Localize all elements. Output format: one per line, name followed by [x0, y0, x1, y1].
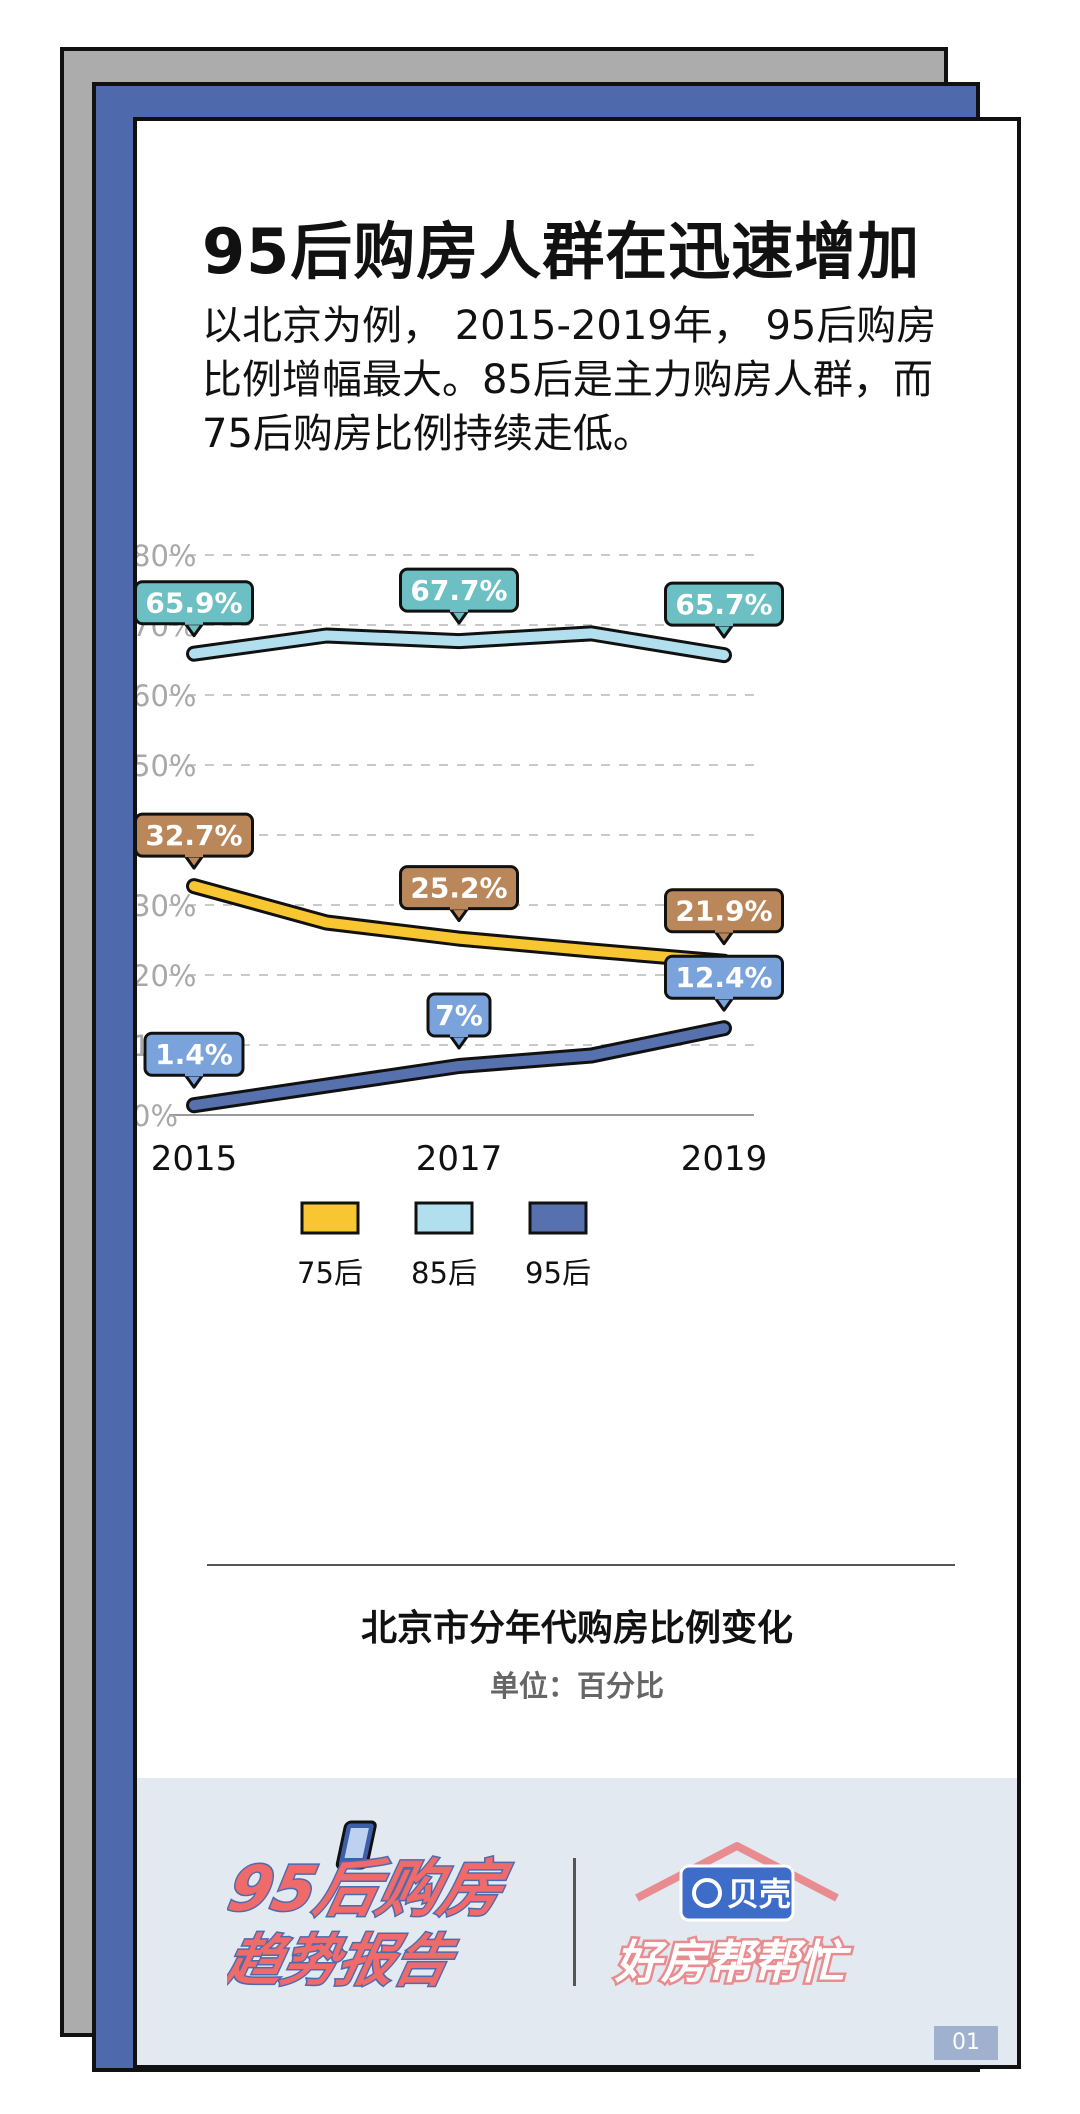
data-label: 65.9%	[145, 587, 242, 620]
line-chart: 0%10%20%30%40%50%60%70%80%20152017201932…	[137, 539, 784, 1290]
data-label: 1.4%	[155, 1038, 233, 1071]
data-label: 21.9%	[675, 895, 772, 928]
x-tick-label: 2017	[416, 1139, 503, 1179]
legend-label: 85后	[411, 1256, 477, 1290]
legend-swatch	[414, 1201, 474, 1235]
legend-label: 95后	[525, 1256, 591, 1290]
data-label: 25.2%	[410, 872, 507, 905]
x-tick-label: 2019	[681, 1139, 768, 1179]
data-label: 12.4%	[675, 961, 772, 994]
legend-swatch	[300, 1201, 360, 1235]
x-tick-label: 2015	[151, 1139, 238, 1179]
footer: 95后购房 趋势报告 贝壳 好房帮帮忙 01	[137, 1778, 1017, 2065]
logo-line-2: 趋势报告	[227, 1929, 463, 1994]
data-label-joint	[715, 927, 733, 933]
report-card: 95后购房人群在迅速增加 以北京为例， 2015-2019年， 95后购房比例增…	[133, 117, 1021, 2069]
data-label: 7%	[435, 999, 483, 1032]
chart-title: 北京市分年代购房比例变化	[360, 1608, 793, 1649]
data-label: 65.7%	[675, 588, 772, 621]
brand-house-icon	[692, 1878, 722, 1908]
data-label-joint	[450, 904, 468, 910]
data-label-joint	[715, 994, 733, 1000]
brand-name: 贝壳	[727, 1875, 791, 1913]
report-logo: 95后购房 趋势报告	[227, 1820, 517, 1995]
y-tick-label: 30%	[133, 889, 196, 923]
legend-swatch	[528, 1201, 588, 1235]
page-number: 01	[934, 2026, 998, 2060]
data-label: 67.7%	[410, 574, 507, 607]
footer-separator	[573, 1858, 576, 1986]
y-tick-label: 20%	[133, 959, 196, 993]
data-label-joint	[450, 1032, 468, 1037]
data-label-joint	[450, 607, 468, 613]
y-tick-label: 0%	[133, 1099, 178, 1133]
data-label-joint	[185, 1071, 203, 1077]
data-label-joint	[185, 852, 203, 858]
chart-unit: 单位：百分比	[489, 1669, 664, 1703]
brand-slogan: 好房帮帮忙	[614, 1935, 852, 1989]
data-label-joint	[185, 619, 203, 625]
brand-logo: 贝壳 好房帮帮忙	[612, 1842, 855, 1992]
y-tick-label: 50%	[133, 749, 196, 783]
y-tick-label: 60%	[133, 679, 196, 713]
subtitle: 以北京为例， 2015-2019年， 95后购房比例增幅最大。85后是主力购房人…	[202, 303, 937, 457]
data-label: 32.7%	[145, 819, 242, 852]
divider	[207, 1564, 955, 1566]
data-label-joint	[715, 621, 733, 627]
legend-label: 75后	[297, 1256, 363, 1290]
logo-line-1: 95后购房	[227, 1853, 516, 1925]
y-tick-label: 80%	[133, 539, 196, 573]
headline: 95后购房人群在迅速增加	[202, 215, 921, 288]
